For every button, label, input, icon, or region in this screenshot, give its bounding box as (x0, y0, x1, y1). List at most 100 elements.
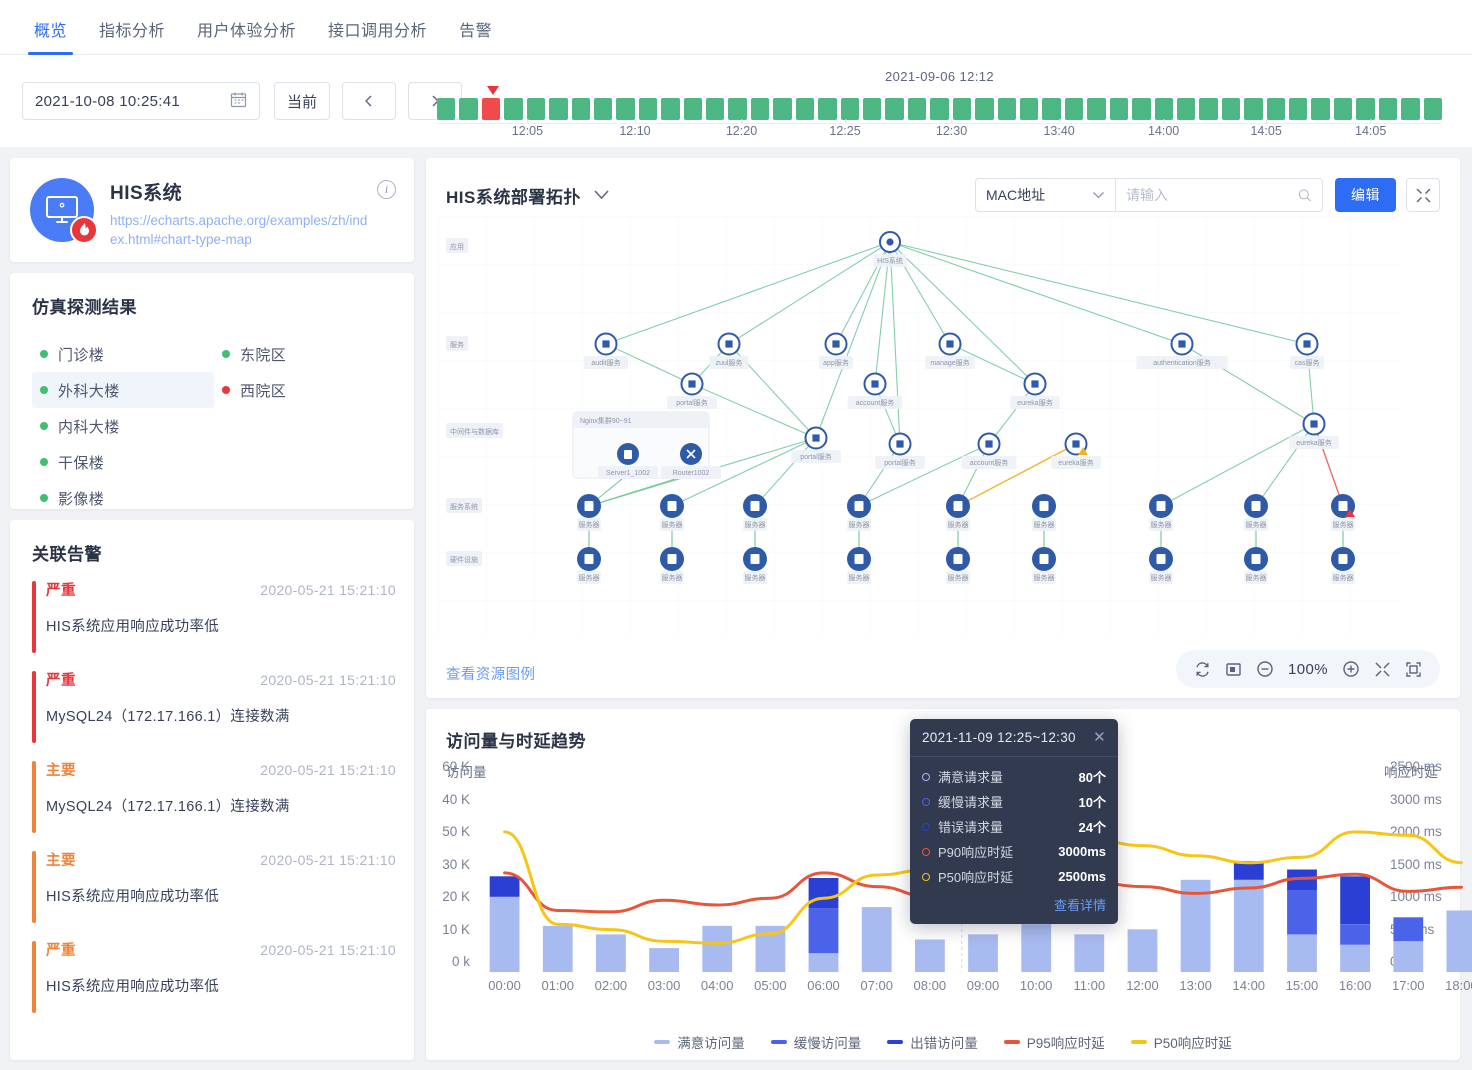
topology-node-server[interactable]: 服务器 (1149, 547, 1173, 584)
simulation-item-left-3[interactable]: 干保楼 (32, 444, 214, 480)
topology-node-server[interactable]: 服务器 (1331, 547, 1355, 584)
legend-item-0[interactable]: 满意访问量 (654, 1032, 745, 1052)
timeline-block[interactable] (549, 98, 568, 120)
timeline-block[interactable] (593, 98, 613, 120)
zoom-in-icon[interactable] (1342, 660, 1360, 678)
legend-item-1[interactable]: 缓慢访问量 (770, 1032, 861, 1052)
timeline-blocks[interactable] (437, 86, 1442, 120)
resource-legend-link[interactable]: 查看资源图例 (446, 667, 536, 683)
timeline-block[interactable] (1356, 98, 1375, 120)
topology-node-server[interactable]: 服务器 (1032, 547, 1056, 584)
simulation-item-left-4[interactable]: 影像楼 (32, 480, 214, 516)
topology-node-service[interactable]: portal服务 (875, 432, 925, 470)
timeline-block[interactable] (975, 98, 994, 120)
datetime-input[interactable]: 2021-10-08 10:25:41 (22, 82, 260, 120)
simulation-item-right-0[interactable]: 东院区 (214, 336, 396, 372)
chevron-down-icon[interactable] (593, 188, 610, 203)
topology-node-server[interactable]: 服务器 (847, 494, 871, 531)
topology-node-service[interactable]: app服务 (819, 332, 853, 370)
timeline-block[interactable] (526, 98, 546, 120)
topology-canvas[interactable]: 应用 服务 中间件与数据库 服务系统 硬件设施 Nginx集群90~91 Server1_1… (438, 216, 1448, 688)
tab-user-experience-analysis[interactable]: 用户体验分析 (197, 23, 297, 40)
edit-button[interactable]: 编辑 (1335, 178, 1396, 212)
topology-node-service[interactable]: eureka服务 (1051, 432, 1101, 470)
current-time-button[interactable]: 当前 (274, 82, 331, 120)
timeline-block[interactable] (1199, 98, 1218, 120)
expand-button[interactable] (1406, 178, 1440, 212)
tab-alarm[interactable]: 告警 (459, 23, 493, 40)
event-timeline[interactable]: 2021-09-06 12:12 12:05 12:10 12:20 12:25 12:… (437, 65, 1442, 141)
topology-node-service[interactable]: authentication服务 (1136, 332, 1228, 370)
timeline-block[interactable] (1221, 98, 1241, 120)
timeline-block[interactable] (930, 98, 949, 120)
topology-node-service[interactable]: account服务 (847, 372, 903, 410)
topology-node-service[interactable]: portal服务 (667, 372, 717, 410)
tab-overview[interactable]: 概览 (18, 17, 83, 55)
simulation-item-left-0[interactable]: 门诊楼 (32, 336, 214, 372)
alarm-item[interactable]: 严重 2020-05-21 15:21:10 HIS系统应用响应成功率低 (32, 939, 396, 1015)
timeline-block[interactable] (437, 98, 456, 120)
timeline-block[interactable] (504, 98, 523, 120)
simulation-item-right-1[interactable]: 西院区 (214, 372, 396, 408)
legend-item-4[interactable]: P50响应时延 (1130, 1032, 1232, 1052)
timeline-block[interactable] (907, 98, 927, 120)
topology-node-service[interactable]: zuul服务 (709, 332, 749, 370)
timeline-block[interactable] (840, 98, 860, 120)
topology-node[interactable]: Server1_1002 (598, 443, 658, 479)
fullscreen-icon[interactable] (1405, 661, 1422, 678)
timeline-block[interactable] (481, 98, 501, 120)
close-icon[interactable]: ✕ (1093, 729, 1106, 746)
filter-type-select[interactable]: MAC地址 (975, 178, 1115, 212)
collapse-icon[interactable] (1374, 661, 1391, 678)
tooltip-detail-link[interactable]: 查看详情 (1053, 898, 1106, 913)
timeline-block[interactable] (1333, 98, 1353, 120)
prev-button[interactable] (342, 82, 397, 120)
timeline-block[interactable] (997, 98, 1016, 120)
timeline-block[interactable] (1401, 98, 1420, 120)
timeline-block[interactable] (795, 98, 815, 120)
simulation-item-left-2[interactable]: 内科大楼 (32, 408, 214, 444)
topology-node-server[interactable]: 服务器 (743, 494, 767, 531)
topology-node-server[interactable]: 服务器 (1149, 494, 1173, 531)
alarm-item[interactable]: 主要 2020-05-21 15:21:10 HIS系统应用响应成功率低 (32, 849, 396, 925)
timeline-block[interactable] (818, 98, 837, 120)
timeline-block[interactable] (706, 98, 725, 120)
system-url-link[interactable]: https://echarts.apache.org/examples/zh/i… (110, 213, 368, 247)
topology-node-server[interactable]: 服务器 (946, 547, 970, 584)
timeline-block[interactable] (1266, 98, 1286, 120)
topology-node-service[interactable]: eureka服务 (1289, 412, 1339, 450)
topology-node-server[interactable]: 服务器 (660, 547, 684, 584)
timeline-block[interactable] (1042, 98, 1061, 120)
topology-node-server[interactable]: 服务器 (577, 494, 601, 531)
fit-screen-icon[interactable] (1225, 661, 1242, 678)
topology-search-box[interactable] (1115, 178, 1323, 212)
alarm-item[interactable]: 严重 2020-05-21 15:21:10 MySQL24（172.17.166.… (32, 669, 396, 745)
timeline-block[interactable] (728, 98, 747, 120)
chart-plot-area[interactable]: 60 K 40 K 50 K 30 K 20 K 10 K 0 k 2500 ms 3000 … (426, 719, 1472, 1020)
simulation-item-left-1[interactable]: 外科大楼 (32, 372, 214, 408)
topology-node-server[interactable]: 服务器 (743, 547, 767, 584)
topology-node-service[interactable]: audit服务 (583, 332, 629, 370)
timeline-block[interactable] (1176, 98, 1196, 120)
timeline-block[interactable] (1087, 98, 1106, 120)
timeline-block[interactable] (1109, 98, 1129, 120)
alarm-item[interactable]: 主要 2020-05-21 15:21:10 MySQL24（172.17.166.… (32, 759, 396, 835)
topology-group-nginx[interactable]: Nginx集群90~91 (572, 411, 710, 479)
alarm-item[interactable]: 严重 2020-05-21 15:21:10 HIS系统应用响应成功率低 (32, 579, 396, 655)
topology-node-server[interactable]: 服务器 (1244, 494, 1268, 531)
calendar-icon[interactable] (230, 91, 247, 112)
timeline-block[interactable] (1378, 98, 1398, 120)
topology-node-service[interactable]: portal服务 (791, 426, 841, 464)
topology-search-input[interactable] (1126, 187, 1299, 203)
topology-node-server[interactable]: 服务器 (660, 494, 684, 531)
timeline-block[interactable] (1132, 98, 1151, 120)
topology-node-service[interactable]: eureka服务 (1010, 372, 1060, 410)
timeline-block[interactable] (885, 98, 904, 120)
timeline-block[interactable] (683, 98, 703, 120)
timeline-block[interactable] (1311, 98, 1330, 120)
timeline-block[interactable] (616, 98, 635, 120)
zoom-out-icon[interactable] (1256, 660, 1274, 678)
topology-node-server[interactable]: 服务器 (946, 494, 970, 531)
timeline-block[interactable] (952, 98, 972, 120)
